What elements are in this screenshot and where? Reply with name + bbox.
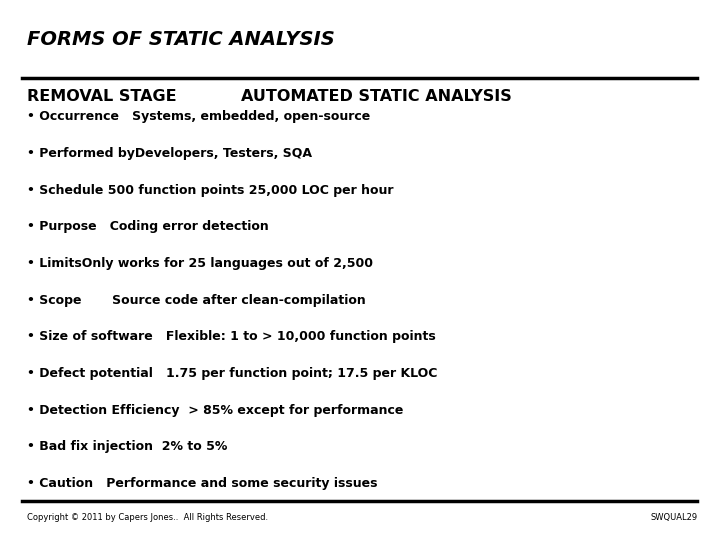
Text: • LimitsOnly works for 25 languages out of 2,500: • LimitsOnly works for 25 languages out … (27, 257, 373, 270)
Text: Copyright © 2011 by Capers Jones..  All Rights Reserved.: Copyright © 2011 by Capers Jones.. All R… (27, 513, 268, 522)
Text: • Occurrence   Systems, embedded, open-source: • Occurrence Systems, embedded, open-sou… (27, 110, 370, 123)
Text: • Performed byDevelopers, Testers, SQA: • Performed byDevelopers, Testers, SQA (27, 147, 312, 160)
Text: • Purpose   Coding error detection: • Purpose Coding error detection (27, 220, 269, 233)
Text: FORMS OF STATIC ANALYSIS: FORMS OF STATIC ANALYSIS (27, 30, 335, 49)
Text: • Size of software   Flexible: 1 to > 10,000 function points: • Size of software Flexible: 1 to > 10,0… (27, 330, 436, 343)
Text: REMOVAL STAGE: REMOVAL STAGE (27, 89, 177, 104)
Text: • Caution   Performance and some security issues: • Caution Performance and some security … (27, 477, 377, 490)
Text: • Defect potential   1.75 per function point; 17.5 per KLOC: • Defect potential 1.75 per function poi… (27, 367, 438, 380)
Text: • Bad fix injection  2% to 5%: • Bad fix injection 2% to 5% (27, 440, 228, 453)
Text: SWQUAL29: SWQUAL29 (650, 513, 697, 522)
Text: • Detection Efficiency  > 85% except for performance: • Detection Efficiency > 85% except for … (27, 404, 403, 417)
Text: AUTOMATED STATIC ANALYSIS: AUTOMATED STATIC ANALYSIS (241, 89, 512, 104)
Text: • Schedule 500 function points 25,000 LOC per hour: • Schedule 500 function points 25,000 LO… (27, 184, 394, 197)
Text: • Scope       Source code after clean-compilation: • Scope Source code after clean-compilat… (27, 294, 366, 307)
